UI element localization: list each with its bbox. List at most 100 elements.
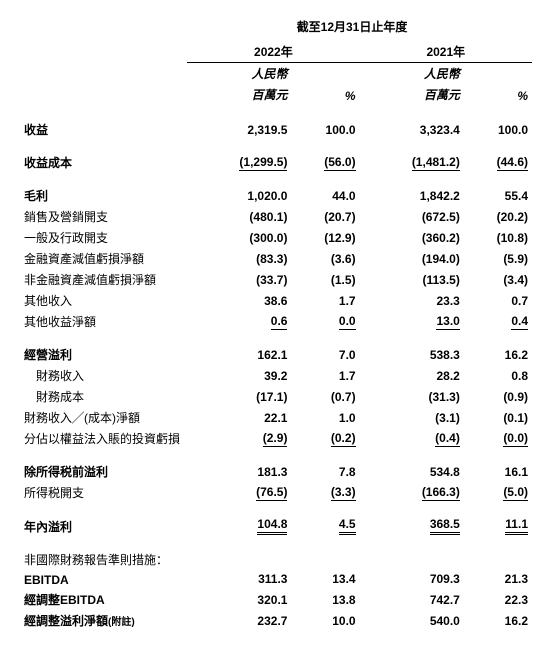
pct-2022: 0.0 (291, 311, 359, 332)
pct-2022: 4.5 (291, 515, 359, 537)
unit-currency-1: 人民幣 (187, 63, 291, 85)
pct-2021: 21.3 (464, 570, 532, 589)
row-label: 財務收入 (22, 365, 187, 386)
pct-2022: 1.7 (291, 365, 359, 386)
table-row: EBITDA311.313.4709.321.3 (22, 570, 532, 589)
financial-table: 2022年 2021年 人民幣 人民幣 百萬元 % 百萬元 % 收益2,319.… (22, 41, 532, 631)
row-label: 銷售及營銷開支 (22, 206, 187, 227)
value-2022: 38.6 (187, 290, 291, 311)
value-2022: 320.1 (187, 589, 291, 610)
row-label: 其他收入 (22, 290, 187, 311)
row-label: EBITDA (22, 570, 187, 589)
pct-2022: 1.0 (291, 407, 359, 428)
table-row: 金融資產減值虧損淨額(83.3)(3.6)(194.0)(5.9) (22, 248, 532, 269)
pct-2021: (5.0) (464, 482, 532, 503)
table-row: 財務收入39.21.728.20.8 (22, 365, 532, 386)
pct-2021: (3.4) (464, 269, 532, 290)
value-2021: 538.3 (360, 344, 464, 365)
unit-amount-2: 百萬元 (360, 84, 464, 105)
value-2021: 28.2 (360, 365, 464, 386)
table-row: 銷售及營銷開支(480.1)(20.7)(672.5)(20.2) (22, 206, 532, 227)
pct-2022: (20.7) (291, 206, 359, 227)
row-label: 一般及行政開支 (22, 227, 187, 248)
pct-2021: 22.3 (464, 589, 532, 610)
spacer-row (22, 173, 532, 185)
value-2022: (1,299.5) (187, 152, 291, 173)
pct-2022: (0.7) (291, 386, 359, 407)
row-label: 經調整EBITDA (22, 589, 187, 610)
row-label: 收益成本 (22, 152, 187, 173)
value-2021: (360.2) (360, 227, 464, 248)
pct-2022: 13.8 (291, 589, 359, 610)
pct-2021: 16.2 (464, 344, 532, 365)
table-row: 收益成本(1,299.5)(56.0)(1,481.2)(44.6) (22, 152, 532, 173)
value-2021: (672.5) (360, 206, 464, 227)
pct-2022: 13.4 (291, 570, 359, 589)
value-2022: 2,319.5 (187, 119, 291, 140)
table-row: 所得税開支(76.5)(3.3)(166.3)(5.0) (22, 482, 532, 503)
value-2022: 311.3 (187, 570, 291, 589)
table-row: 收益2,319.5100.03,323.4100.0 (22, 119, 532, 140)
row-label: 所得税開支 (22, 482, 187, 503)
value-2022: 39.2 (187, 365, 291, 386)
value-2021: 709.3 (360, 570, 464, 589)
value-2021: (3.1) (360, 407, 464, 428)
value-2022: 104.8 (187, 515, 291, 537)
pct-2021: (5.9) (464, 248, 532, 269)
table-row: 非國際財務報告準則措施： (22, 549, 532, 570)
value-2021: (113.5) (360, 269, 464, 290)
table-row: 其他收入38.61.723.30.7 (22, 290, 532, 311)
year-2021: 2021年 (360, 41, 532, 63)
pct-2021: 16.1 (464, 461, 532, 482)
value-2022: (2.9) (187, 428, 291, 449)
row-label: 收益 (22, 119, 187, 140)
row-label: 其他收益淨額 (22, 311, 187, 332)
table-row: 非金融資產減值虧損淨額(33.7)(1.5)(113.5)(3.4) (22, 269, 532, 290)
pct-2021: 0.8 (464, 365, 532, 386)
pct-symbol-2: % (464, 84, 532, 105)
pct-2021: 0.4 (464, 311, 532, 332)
table-row: 經營溢利162.17.0538.316.2 (22, 344, 532, 365)
value-2022: (480.1) (187, 206, 291, 227)
spacer-row (22, 449, 532, 461)
row-label: 非國際財務報告準則措施： (22, 549, 187, 570)
value-2021: 368.5 (360, 515, 464, 537)
pct-2021: 0.7 (464, 290, 532, 311)
value-2022: 22.1 (187, 407, 291, 428)
value-2022: (76.5) (187, 482, 291, 503)
pct-2021: (10.8) (464, 227, 532, 248)
pct-2021: 11.1 (464, 515, 532, 537)
table-row: 經調整EBITDA320.113.8742.722.3 (22, 589, 532, 610)
value-2022: (33.7) (187, 269, 291, 290)
value-2022: (300.0) (187, 227, 291, 248)
value-2021: 13.0 (360, 311, 464, 332)
pct-symbol-1: % (291, 84, 359, 105)
value-2021: (31.3) (360, 386, 464, 407)
pct-2022: (1.5) (291, 269, 359, 290)
pct-2022: 1.7 (291, 290, 359, 311)
pct-2022: 7.8 (291, 461, 359, 482)
spacer-row (22, 537, 532, 549)
pct-2021: (0.9) (464, 386, 532, 407)
table-row: 分佔以權益法入賬的投資虧損(2.9)(0.2)(0.4)(0.0) (22, 428, 532, 449)
value-2021: (0.4) (360, 428, 464, 449)
table-row: 財務成本(17.1)(0.7)(31.3)(0.9) (22, 386, 532, 407)
row-label: 年內溢利 (22, 515, 187, 537)
value-2022: 162.1 (187, 344, 291, 365)
pct-2021: (0.1) (464, 407, 532, 428)
value-2022: 1,020.0 (187, 185, 291, 206)
table-row: 毛利1,020.044.01,842.255.4 (22, 185, 532, 206)
spacer-row (22, 140, 532, 152)
pct-2022: (0.2) (291, 428, 359, 449)
spacer-row (22, 503, 532, 515)
unit-amount-1: 百萬元 (187, 84, 291, 105)
value-2022: (83.3) (187, 248, 291, 269)
row-label: 金融資產減值虧損淨額 (22, 248, 187, 269)
row-label: 分佔以權益法入賬的投資虧損 (22, 428, 187, 449)
value-2021: (166.3) (360, 482, 464, 503)
value-2021: 1,842.2 (360, 185, 464, 206)
pct-2021: 100.0 (464, 119, 532, 140)
table-row: 一般及行政開支(300.0)(12.9)(360.2)(10.8) (22, 227, 532, 248)
pct-2022: (56.0) (291, 152, 359, 173)
row-label: 經營溢利 (22, 344, 187, 365)
